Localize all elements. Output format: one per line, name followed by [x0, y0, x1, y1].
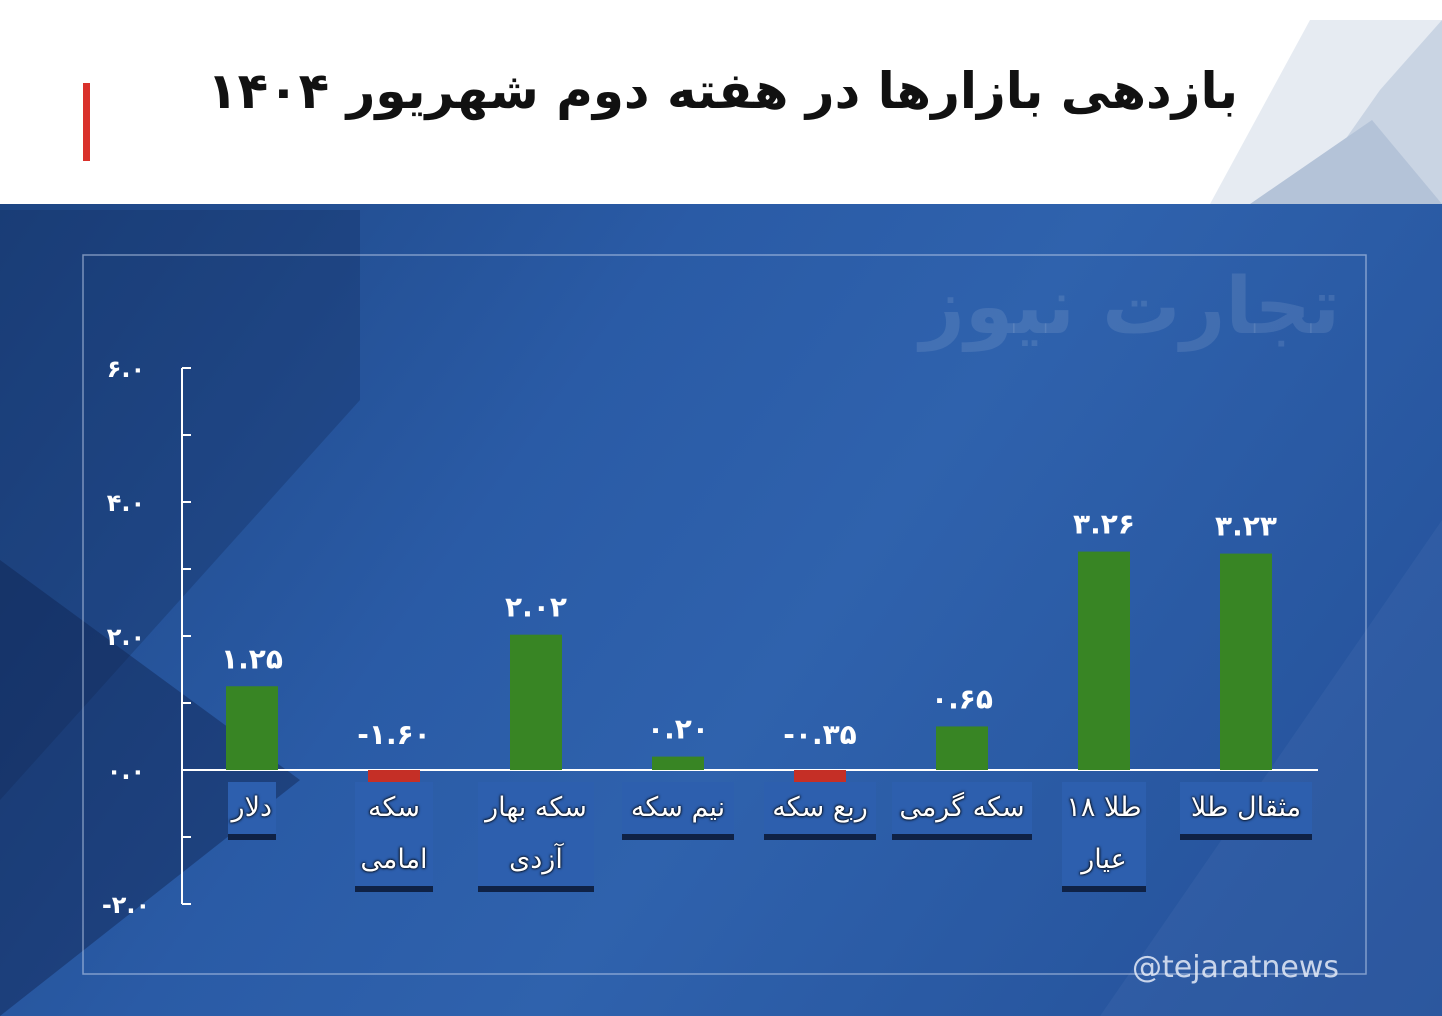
category-label: سکه امامی: [355, 782, 433, 886]
y-tick-label: -۲.۰: [102, 891, 150, 919]
bg-shape-bottom-left: [0, 560, 300, 1016]
bar: [1220, 553, 1272, 770]
chart-panel: [0, 204, 1442, 1016]
value-label: ۱.۲۵: [221, 642, 283, 675]
category-label: سکه گرمی: [892, 782, 1032, 834]
category-label: نیم سکه: [622, 782, 734, 834]
page-title: بازدهی بازارها در هفته دوم شهریور ۱۴۰۴: [207, 62, 1238, 120]
bar: [936, 726, 988, 770]
value-label: ۰.۶۵: [931, 682, 993, 715]
category-label-line: دلار: [231, 792, 272, 823]
bars: [226, 551, 1272, 878]
value-label: -۱.۶۰: [357, 718, 431, 751]
category-label-line: سکه گرمی: [899, 792, 1025, 823]
y-tick-label: ۴.۰: [107, 489, 145, 517]
category-label: دلار: [228, 782, 276, 834]
bar: [510, 634, 562, 770]
value-label: ۲.۰۲: [505, 591, 567, 624]
category-label: طلا ۱۸ عیار: [1062, 782, 1146, 886]
category-label-line: عیار: [1081, 844, 1127, 875]
category-label: مثقال طلا: [1180, 782, 1312, 834]
header-decoration: [1210, 20, 1442, 204]
watermark-logo: تجارت نیوز: [920, 262, 1341, 352]
value-label: ۰.۲۰: [647, 713, 709, 746]
category-label-line: نیم سکه: [630, 792, 726, 823]
value-label: -۰.۳۵: [783, 718, 857, 751]
chart-frame: [82, 254, 1367, 975]
category-label-line: طلا ۱۸: [1066, 792, 1142, 823]
y-tick-label: ۶.۰: [107, 355, 145, 383]
title-accent-bar: [83, 83, 90, 161]
category-label-line: سکه بهار: [485, 792, 587, 823]
bar: [226, 686, 278, 770]
category-label-line: مثقال طلا: [1190, 792, 1302, 823]
value-label: ۳.۲۳: [1215, 510, 1277, 543]
category-label-line: سکه: [367, 792, 420, 823]
category-label-line: آزدی: [509, 844, 563, 875]
bg-shape-left: [0, 210, 360, 800]
value-label: ۳.۲۶: [1073, 508, 1135, 541]
header: بازدهی بازارها در هفته دوم شهریور ۱۴۰۴: [0, 0, 1442, 204]
bar: [1078, 551, 1130, 770]
watermark-handle: @tejaratnews: [1132, 950, 1340, 985]
category-label-line: ربع سکه: [772, 792, 868, 823]
category-label: سکه بهار آزدی: [478, 782, 594, 886]
category-label-line: امامی: [360, 844, 428, 875]
bar: [652, 756, 704, 770]
value-labels: ۱.۲۵ -۱.۶۰ ۲.۰۲ ۰.۲۰ -۰.۳۵ ۰.۶۵ ۳.۲۶ ۳.۲۳: [221, 508, 1277, 751]
y-tick-label: ۲.۰: [107, 623, 145, 651]
category-label: ربع سکه: [764, 782, 876, 834]
y-tick-label: ۰.۰: [107, 757, 145, 785]
